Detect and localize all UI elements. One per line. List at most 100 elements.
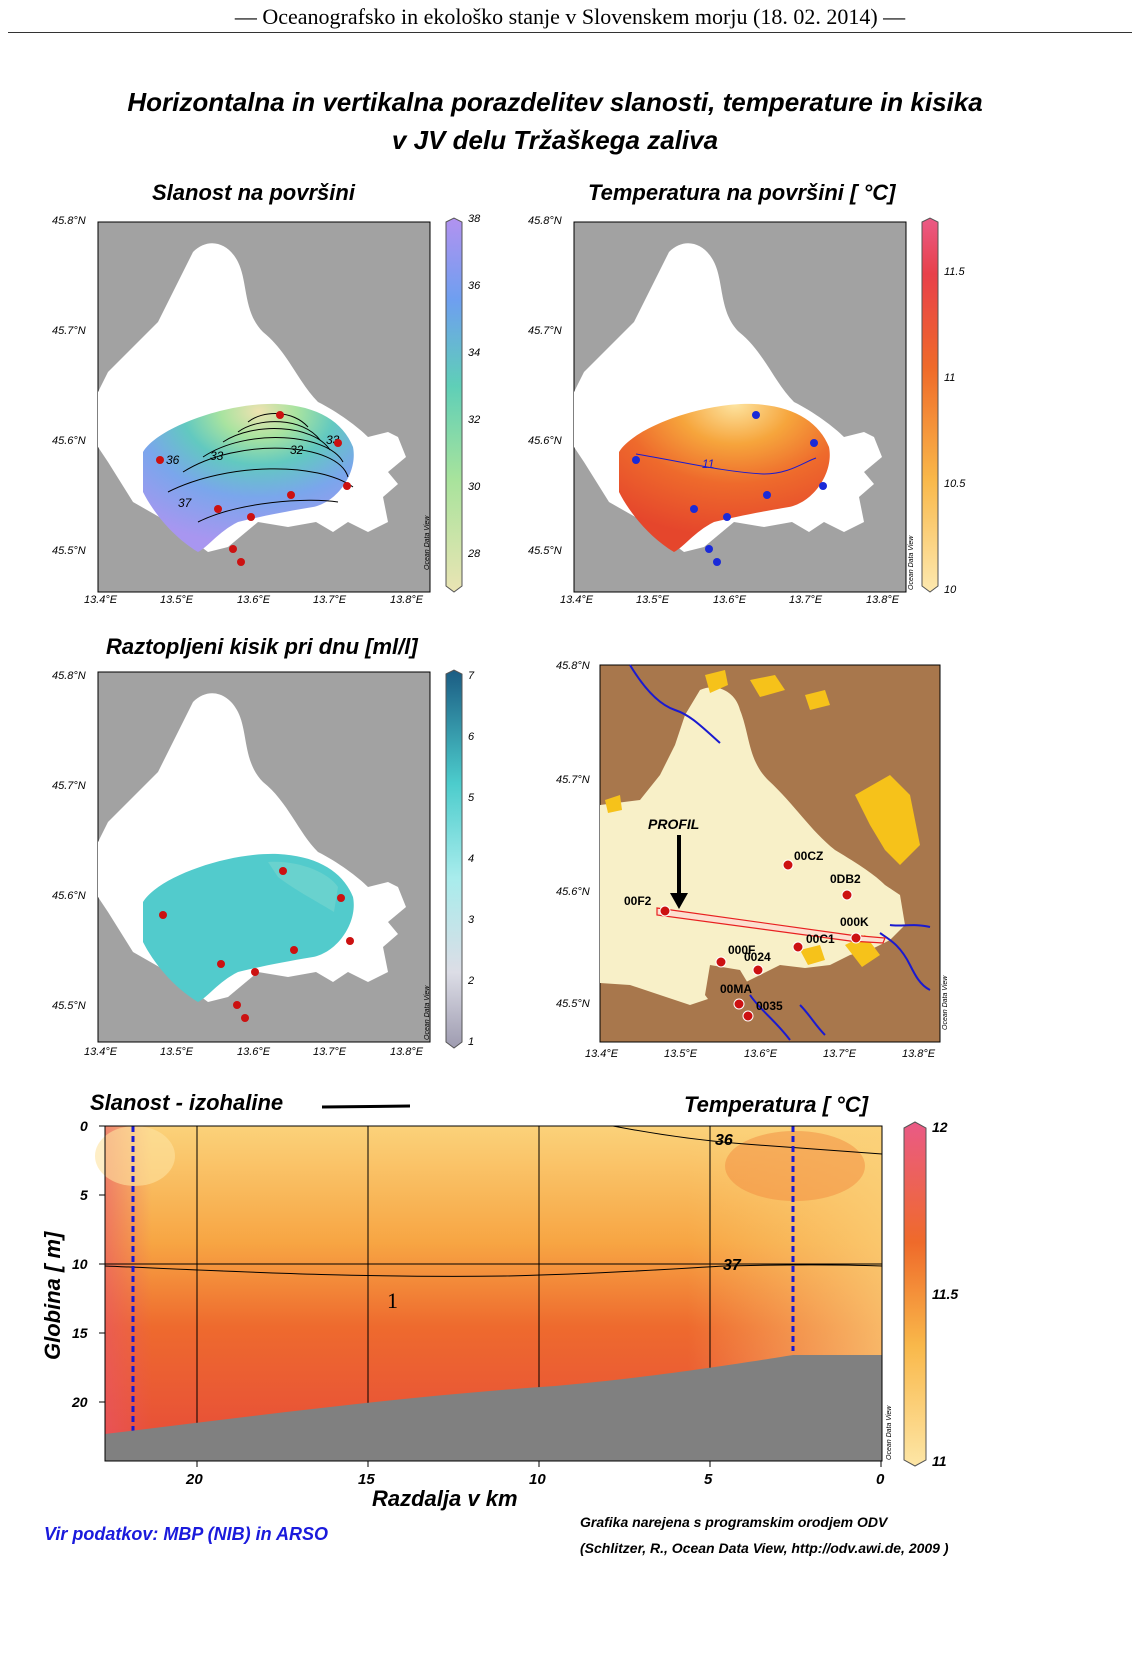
station-dot <box>290 946 298 954</box>
lat-label: 45.8°N <box>52 670 86 682</box>
sal-contour-label: 36 <box>166 453 180 467</box>
section-y-tick: 10 <box>72 1256 88 1272</box>
section-y-tick: 20 <box>72 1394 88 1410</box>
lat-label: 45.7°N <box>52 780 86 792</box>
section-colorbar <box>903 1121 927 1467</box>
isohaline-36 <box>612 1125 883 1155</box>
station-dot <box>287 491 295 499</box>
oxy-cbar-tick: 7 <box>468 670 475 682</box>
section-x-tick: 20 <box>186 1471 203 1488</box>
station-dot <box>713 558 721 566</box>
station-label: 00F2 <box>624 894 652 908</box>
lat-label: 45.6°N <box>556 886 590 898</box>
oxy-cbar-tick: 6 <box>468 731 475 743</box>
odv-mark: Ocean Data View <box>424 985 431 1040</box>
temperature-map-title: Temperatura na površini [ °C] <box>588 180 896 205</box>
lat-label: 45.7°N <box>556 774 590 786</box>
oxy-cbar-tick: 2 <box>468 975 475 987</box>
page-number: 1 <box>387 1288 398 1313</box>
station-marker <box>841 889 853 901</box>
salinity-map-title: Slanost na površini <box>152 180 355 205</box>
isohaline-label: 37 <box>723 1257 742 1274</box>
oxygen-map-title: Raztopljeni kisik pri dnu [ml/l] <box>106 634 418 659</box>
station-dot <box>237 558 245 566</box>
section-plot: 36 37 <box>95 1125 883 1467</box>
main-title-line1: Horizontalna in vertikalna porazdelitev … <box>127 87 983 117</box>
oxy-cbar-tick: 5 <box>468 792 475 804</box>
section-cbar-tick: 12 <box>932 1119 948 1135</box>
section-x-axis-label: Razdalja v km <box>372 1486 518 1511</box>
station-label: 00C1 <box>806 932 835 946</box>
station-dot <box>156 456 164 464</box>
station-dot <box>214 505 222 513</box>
section-cbar-tick: 11 <box>932 1453 947 1469</box>
lon-label: 13.4°E <box>560 594 594 606</box>
lat-label: 45.7°N <box>528 325 562 337</box>
temp-contour-label: 11 <box>702 457 714 471</box>
header-rule <box>8 32 1132 33</box>
lat-label: 45.5°N <box>556 998 590 1010</box>
station-dot <box>276 411 284 419</box>
sal-contour-label: 37 <box>178 496 193 510</box>
odv-mark: Ocean Data View <box>424 515 431 570</box>
lat-label: 45.6°N <box>528 435 562 447</box>
station-marker <box>733 998 745 1010</box>
lon-label: 13.7°E <box>313 594 347 606</box>
lon-label: 13.4°E <box>84 594 118 606</box>
station-dot <box>723 513 731 521</box>
oxygen-colorbar <box>445 669 463 1049</box>
section-x-tick: 0 <box>876 1471 885 1488</box>
station-dot <box>233 1001 241 1009</box>
station-marker <box>715 956 727 968</box>
station-label: 0DB2 <box>830 872 861 886</box>
station-marker <box>782 859 794 871</box>
lat-label: 45.8°N <box>556 660 590 672</box>
data-source: Vir podatkov: MBP (NIB) in ARSO <box>44 1524 329 1544</box>
lon-label: 13.6°E <box>744 1048 778 1060</box>
station-marker <box>752 964 764 976</box>
station-marker <box>659 905 671 917</box>
lat-label: 45.6°N <box>52 435 86 447</box>
lon-label: 13.4°E <box>84 1046 118 1058</box>
lon-label: 13.5°E <box>160 594 194 606</box>
section-y-tick: 5 <box>80 1187 88 1203</box>
credit-line-2: (Schlitzer, R., Ocean Data View, http://… <box>580 1540 949 1556</box>
station-label: 0035 <box>756 999 783 1013</box>
station-dot <box>217 960 225 968</box>
station-dot <box>819 482 827 490</box>
station-dot <box>343 482 351 490</box>
oxy-cbar-tick: 3 <box>468 914 475 926</box>
station-dot <box>279 867 287 875</box>
station-dot <box>810 439 818 447</box>
lat-label: 45.5°N <box>52 1000 86 1012</box>
section-x-tick: 10 <box>529 1471 546 1488</box>
section-right-label: Temperatura [ °C] <box>684 1092 869 1117</box>
isohaline-label: 36 <box>715 1132 733 1149</box>
sal-cbar-tick: 34 <box>468 347 481 359</box>
profile-label: PROFIL <box>648 816 700 832</box>
station-dot <box>247 513 255 521</box>
temp-cbar-tick: 10.5 <box>944 478 966 490</box>
station-dot <box>337 894 345 902</box>
sal-contour-label: 32 <box>290 443 304 457</box>
salinity-colorbar <box>445 217 463 593</box>
lon-label: 13.7°E <box>789 594 823 606</box>
station-marker <box>792 941 804 953</box>
lon-label: 13.5°E <box>664 1048 698 1060</box>
station-map <box>599 664 941 1043</box>
sal-cbar-tick: 36 <box>468 280 481 292</box>
odv-mark: Ocean Data View <box>886 1405 893 1460</box>
temperature-map: 11 <box>573 221 907 593</box>
station-label: 000F <box>728 943 756 957</box>
odv-mark: Ocean Data View <box>942 975 949 1030</box>
station-dot <box>159 911 167 919</box>
section-y-tick: 0 <box>80 1118 88 1134</box>
station-label: 00CZ <box>794 849 824 863</box>
oxy-cbar-tick: 4 <box>468 853 475 865</box>
station-dot <box>763 491 771 499</box>
lon-label: 13.7°E <box>823 1048 857 1060</box>
lon-label: 13.7°E <box>313 1046 347 1058</box>
section-x-tick: 15 <box>358 1471 375 1488</box>
station-dot <box>632 456 640 464</box>
station-dot <box>229 545 237 553</box>
